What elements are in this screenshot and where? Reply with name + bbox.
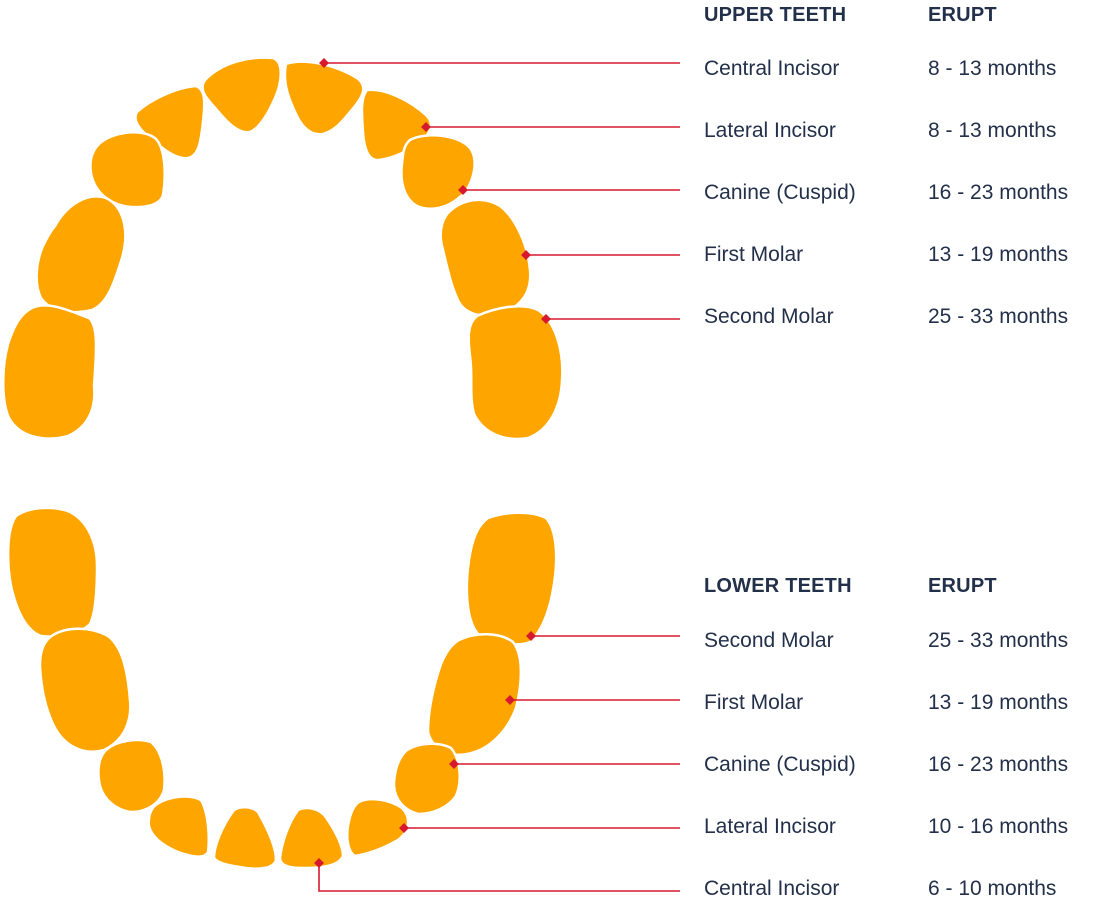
upper-canine-label: Canine (Cuspid) (704, 181, 856, 204)
upper-erupt-header: ERUPT (928, 4, 997, 26)
upper-second-molar-erupt: 25 - 33 months (928, 305, 1069, 328)
upper-right-central-incisor (283, 60, 365, 136)
lower-right-central-incisor (278, 806, 345, 870)
lower-canine-pointer-marker (449, 759, 459, 769)
lower-lateral-incisor-pointer-marker (399, 823, 409, 833)
lower-canine-label: Canine (Cuspid) (704, 753, 856, 776)
lower-teeth (6, 506, 558, 870)
upper-second-molar-pointer-marker (541, 314, 551, 324)
lower-central-incisor-pointer-marker (314, 858, 324, 868)
upper-second-molar-label: Second Molar (704, 305, 834, 328)
upper-right-second-molar (467, 304, 564, 441)
upper-teeth-header: UPPER TEETH (704, 4, 847, 26)
lower-first-molar-label: First Molar (704, 691, 804, 714)
upper-lateral-incisor-label: Lateral Incisor (704, 119, 836, 142)
upper-canine-pointer-marker (458, 185, 468, 195)
lower-right-second-molar (465, 511, 558, 646)
upper-first-molar-pointer-marker (521, 250, 531, 260)
upper-left-canine (89, 131, 166, 209)
lower-first-molar-pointer-marker (505, 695, 515, 705)
upper-lateral-incisor-erupt: 8 - 13 months (928, 119, 1057, 142)
upper-first-molar-label: First Molar (704, 243, 804, 266)
lower-lateral-incisor-erupt: 10 - 16 months (928, 815, 1069, 838)
lower-left-second-molar (6, 506, 99, 638)
lower-second-molar-erupt: 25 - 33 months (928, 629, 1069, 652)
pointer-lines (314, 58, 680, 892)
upper-right-canine (400, 134, 476, 210)
lower-teeth-header: LOWER TEETH (704, 575, 852, 597)
lower-left-lateral-incisor (147, 795, 210, 858)
upper-central-incisor-label: Central Incisor (704, 57, 840, 80)
lower-left-canine (97, 738, 166, 814)
upper-left-central-incisor (201, 56, 282, 134)
lower-right-lateral-incisor (346, 797, 410, 858)
lower-second-molar-pointer-marker (526, 631, 536, 641)
lower-left-first-molar (38, 627, 132, 753)
lower-central-incisor-pointer-line (318, 863, 680, 892)
lower-first-molar-erupt: 13 - 19 months (928, 691, 1069, 714)
lower-canine-erupt: 16 - 23 months (928, 753, 1069, 776)
lower-central-incisor-erupt: 6 - 10 months (928, 877, 1057, 900)
lower-right-first-molar (426, 633, 523, 757)
upper-left-second-molar (2, 304, 98, 440)
upper-central-incisor-erupt: 8 - 13 months (928, 57, 1057, 80)
lower-left-central-incisor (212, 806, 278, 870)
lower-lateral-incisor-label: Lateral Incisor (704, 815, 836, 838)
lower-second-molar-label: Second Molar (704, 629, 834, 652)
upper-first-molar-erupt: 13 - 19 months (928, 243, 1069, 266)
lower-right-canine (392, 742, 461, 816)
upper-canine-erupt: 16 - 23 months (928, 181, 1069, 204)
upper-teeth (2, 56, 564, 441)
upper-right-first-molar (439, 198, 532, 317)
lower-erupt-header: ERUPT (928, 575, 997, 597)
lower-central-incisor-label: Central Incisor (704, 877, 840, 900)
upper-left-first-molar (35, 195, 127, 314)
